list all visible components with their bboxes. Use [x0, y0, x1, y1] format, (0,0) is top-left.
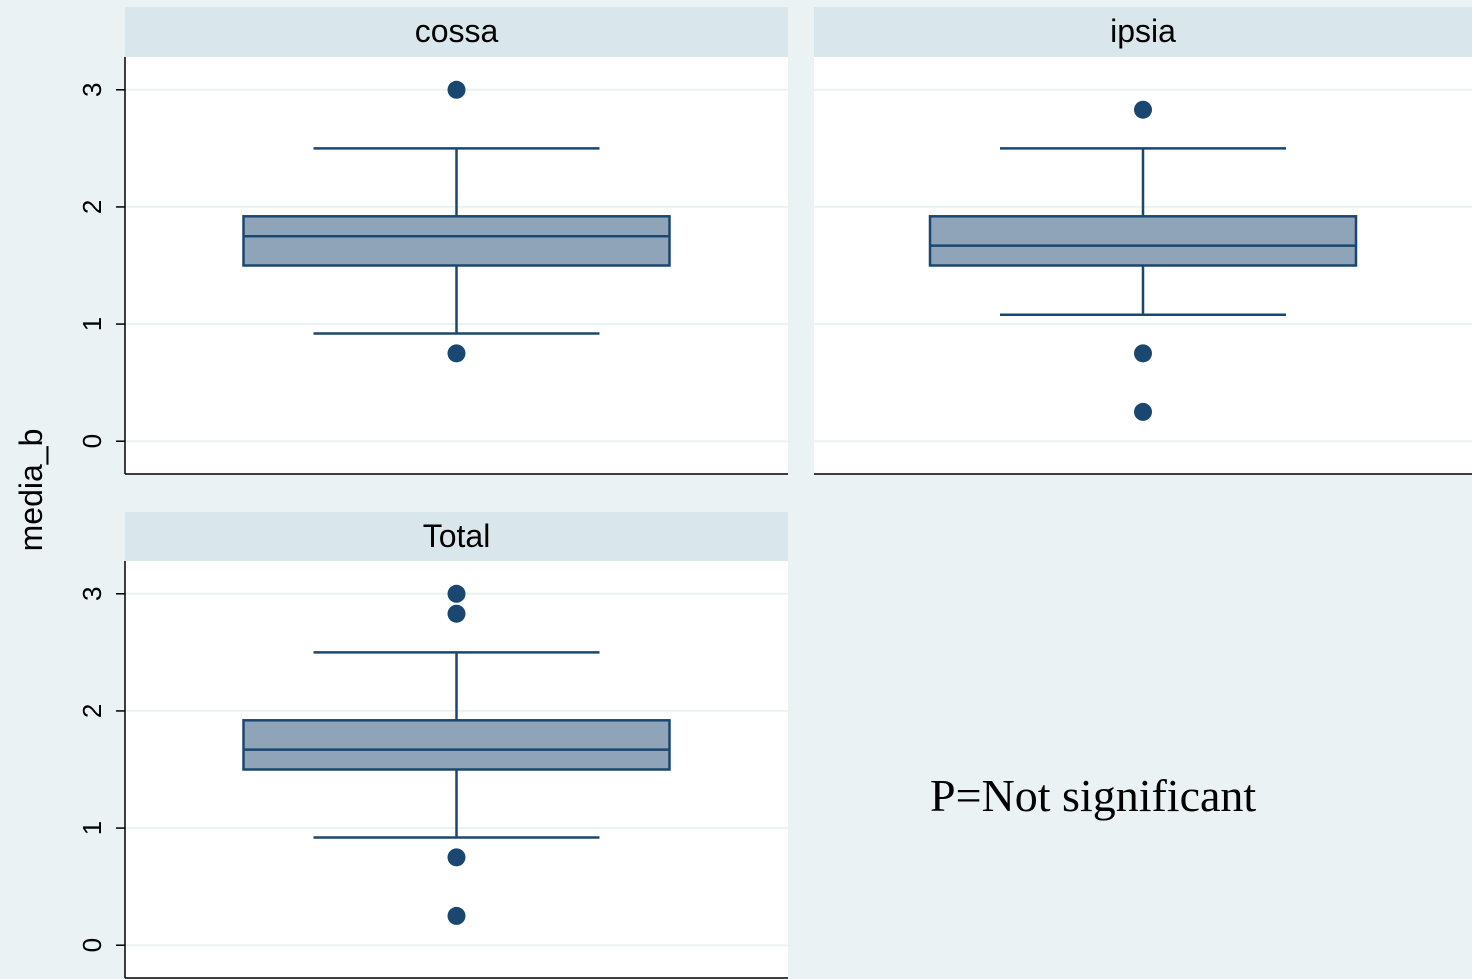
- y-tick-label: 1: [77, 821, 107, 835]
- y-tick-label: 2: [77, 200, 107, 214]
- iqr-box: [242, 215, 671, 267]
- panel-Total: Total 0 1 2 3: [77, 512, 788, 979]
- iqr-box: [242, 719, 671, 771]
- outlier-point: [447, 906, 466, 925]
- panel-ipsia: ipsia: [814, 7, 1472, 475]
- outlier-point: [1134, 344, 1152, 363]
- outlier-point: [447, 584, 466, 603]
- panel-title: ipsia: [1110, 13, 1176, 49]
- panel-strip: [814, 7, 1472, 57]
- outlier-point: [447, 848, 466, 867]
- panels: cossa 0 1 2 3 ipsia Total 0 1 2 3: [77, 7, 1472, 979]
- panel-cossa: cossa 0 1 2 3: [77, 7, 788, 475]
- panel-title: Total: [423, 518, 491, 554]
- y-tick-label: 0: [77, 434, 107, 448]
- outlier-point: [447, 344, 466, 363]
- significance-annotation: P=Not significant: [930, 770, 1256, 821]
- y-tick-label: 2: [77, 704, 107, 718]
- outlier-point: [1134, 402, 1152, 421]
- panel-strip: [125, 512, 788, 561]
- panel-title: cossa: [415, 13, 499, 49]
- y-tick-label: 3: [77, 587, 107, 601]
- iqr-box: [928, 215, 1358, 267]
- outlier-point: [1134, 100, 1152, 119]
- outlier-point: [447, 604, 466, 623]
- y-tick-label: 0: [77, 938, 107, 952]
- outlier-point: [447, 80, 466, 99]
- y-axis-label: media_b: [13, 429, 49, 552]
- y-tick-label: 1: [77, 317, 107, 331]
- panel-strip: [125, 7, 788, 57]
- y-tick-label: 3: [77, 83, 107, 97]
